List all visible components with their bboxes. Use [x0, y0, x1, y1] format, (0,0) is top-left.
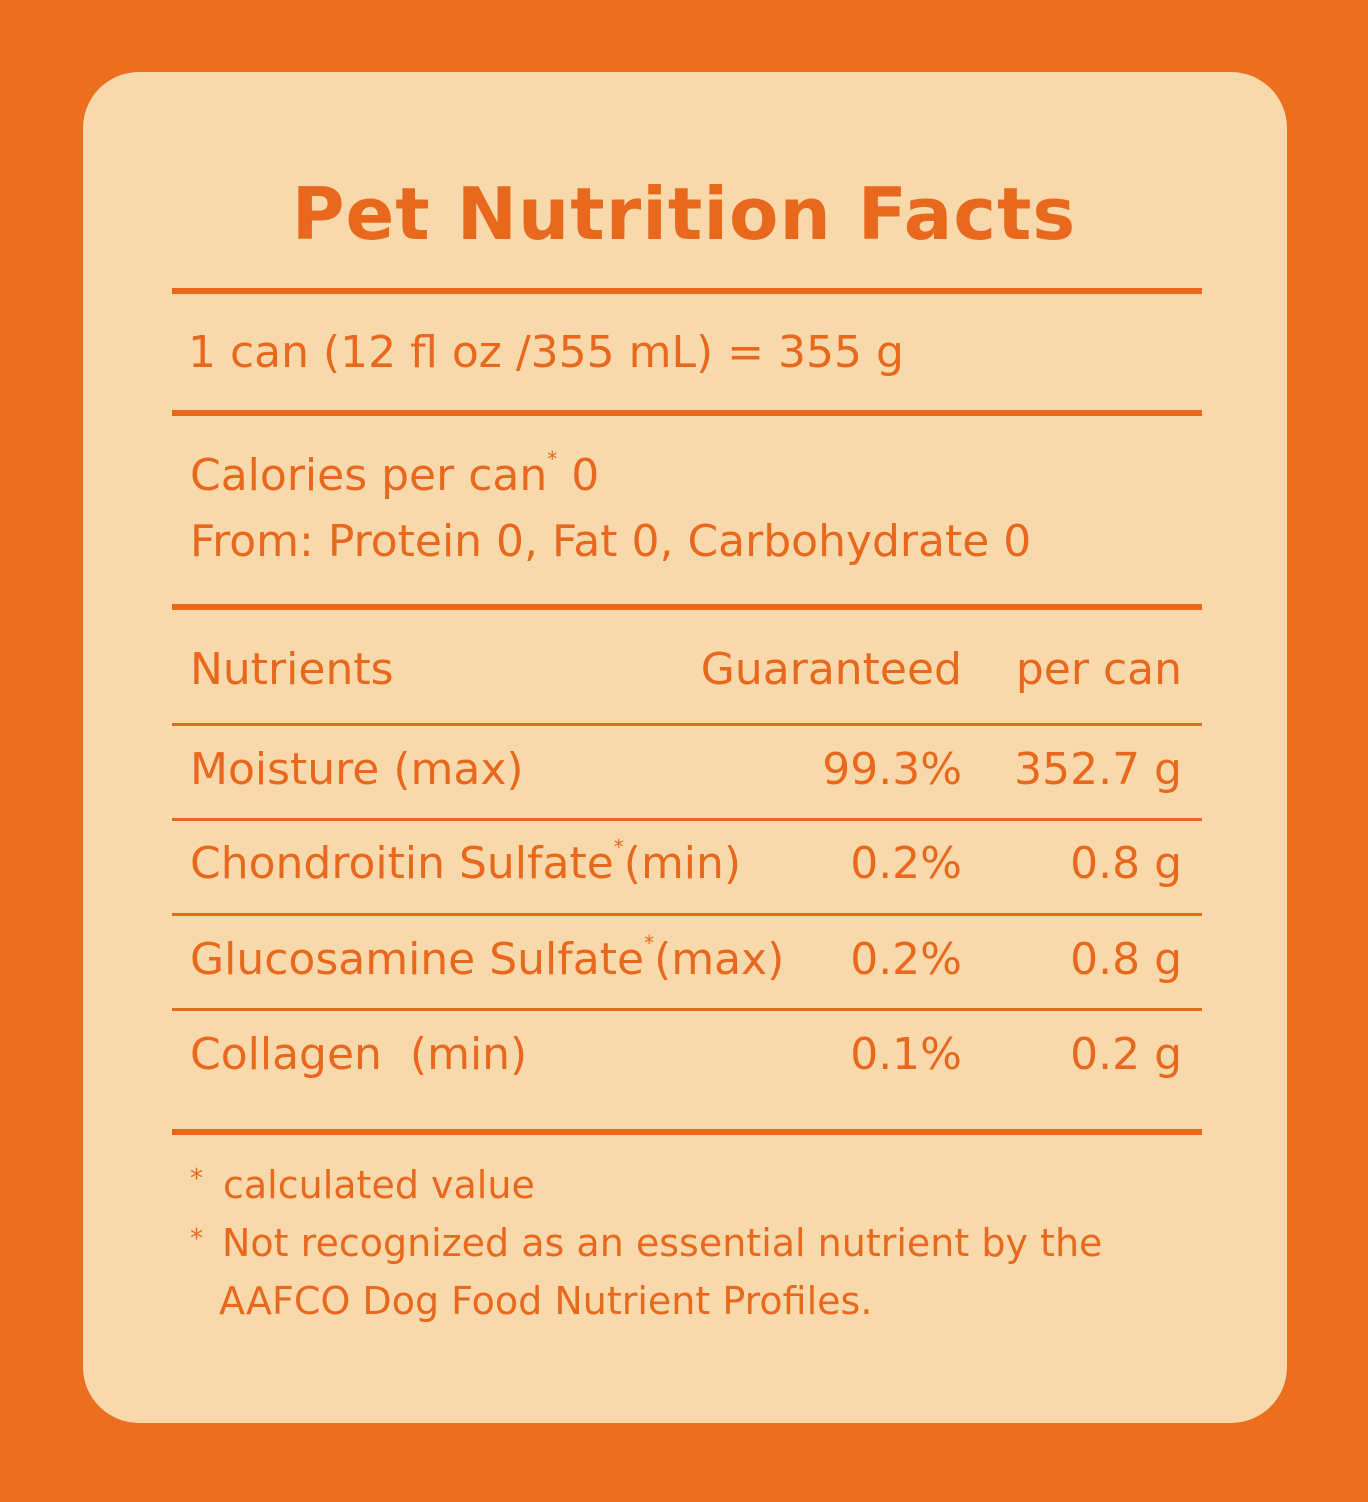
per-can-value: 0.8 g: [1070, 934, 1182, 985]
per-can-value: 0.2 g: [1070, 1029, 1182, 1080]
calories-label: Calories per can: [190, 450, 548, 501]
table-bottom-divider: [172, 1129, 1202, 1135]
nutrient-marker: *: [613, 835, 624, 859]
calories-divider: [172, 604, 1202, 610]
guaranteed-value: 0.1%: [850, 1029, 962, 1080]
header-divider: [172, 723, 1202, 726]
calories-value: 0: [571, 450, 600, 501]
calories-marker: *: [547, 447, 558, 471]
calories-line: Calories per can* 0: [190, 447, 600, 502]
guaranteed-value: 0.2%: [850, 934, 962, 985]
per-can-value: 352.7 g: [1014, 744, 1182, 795]
nutrient-marker: *: [644, 931, 655, 955]
row-divider: [172, 818, 1202, 821]
guaranteed-value: 0.2%: [850, 838, 962, 889]
guaranteed-value: 99.3%: [822, 744, 962, 795]
nutrient-name: Collagen (min): [190, 1029, 528, 1080]
page-title: Pet Nutrition Facts: [291, 172, 1077, 256]
footnote-aafco-line1: Not recognized as an essential nutrient …: [222, 1221, 1103, 1265]
column-header-per-can: per can: [1015, 644, 1182, 695]
calories-breakdown: From: Protein 0, Fat 0, Carbohydrate 0: [190, 516, 1032, 567]
title-divider: [172, 288, 1202, 294]
nutrient-name: Chondroitin Sulfate*(min): [190, 835, 742, 889]
serving-divider: [172, 410, 1202, 416]
footnote-calculated: calculated value: [223, 1163, 535, 1207]
column-header-guaranteed: Guaranteed: [700, 644, 962, 695]
row-divider: [172, 1008, 1202, 1011]
row-divider: [172, 913, 1202, 916]
nutrition-facts-panel: [83, 72, 1287, 1423]
nutrient-name: Glucosamine Sulfate*(max): [190, 931, 785, 985]
footnote-aafco-line2: AAFCO Dog Food Nutrient Profiles.: [219, 1279, 873, 1323]
nutrient-name: Moisture (max): [190, 744, 524, 795]
footnote-marker: *: [190, 1164, 203, 1194]
footnote-marker: *: [190, 1224, 203, 1254]
column-header-nutrients: Nutrients: [190, 644, 394, 695]
serving-size: 1 can (12 fl oz /355 mL) = 355 g: [188, 327, 904, 378]
per-can-value: 0.8 g: [1070, 838, 1182, 889]
